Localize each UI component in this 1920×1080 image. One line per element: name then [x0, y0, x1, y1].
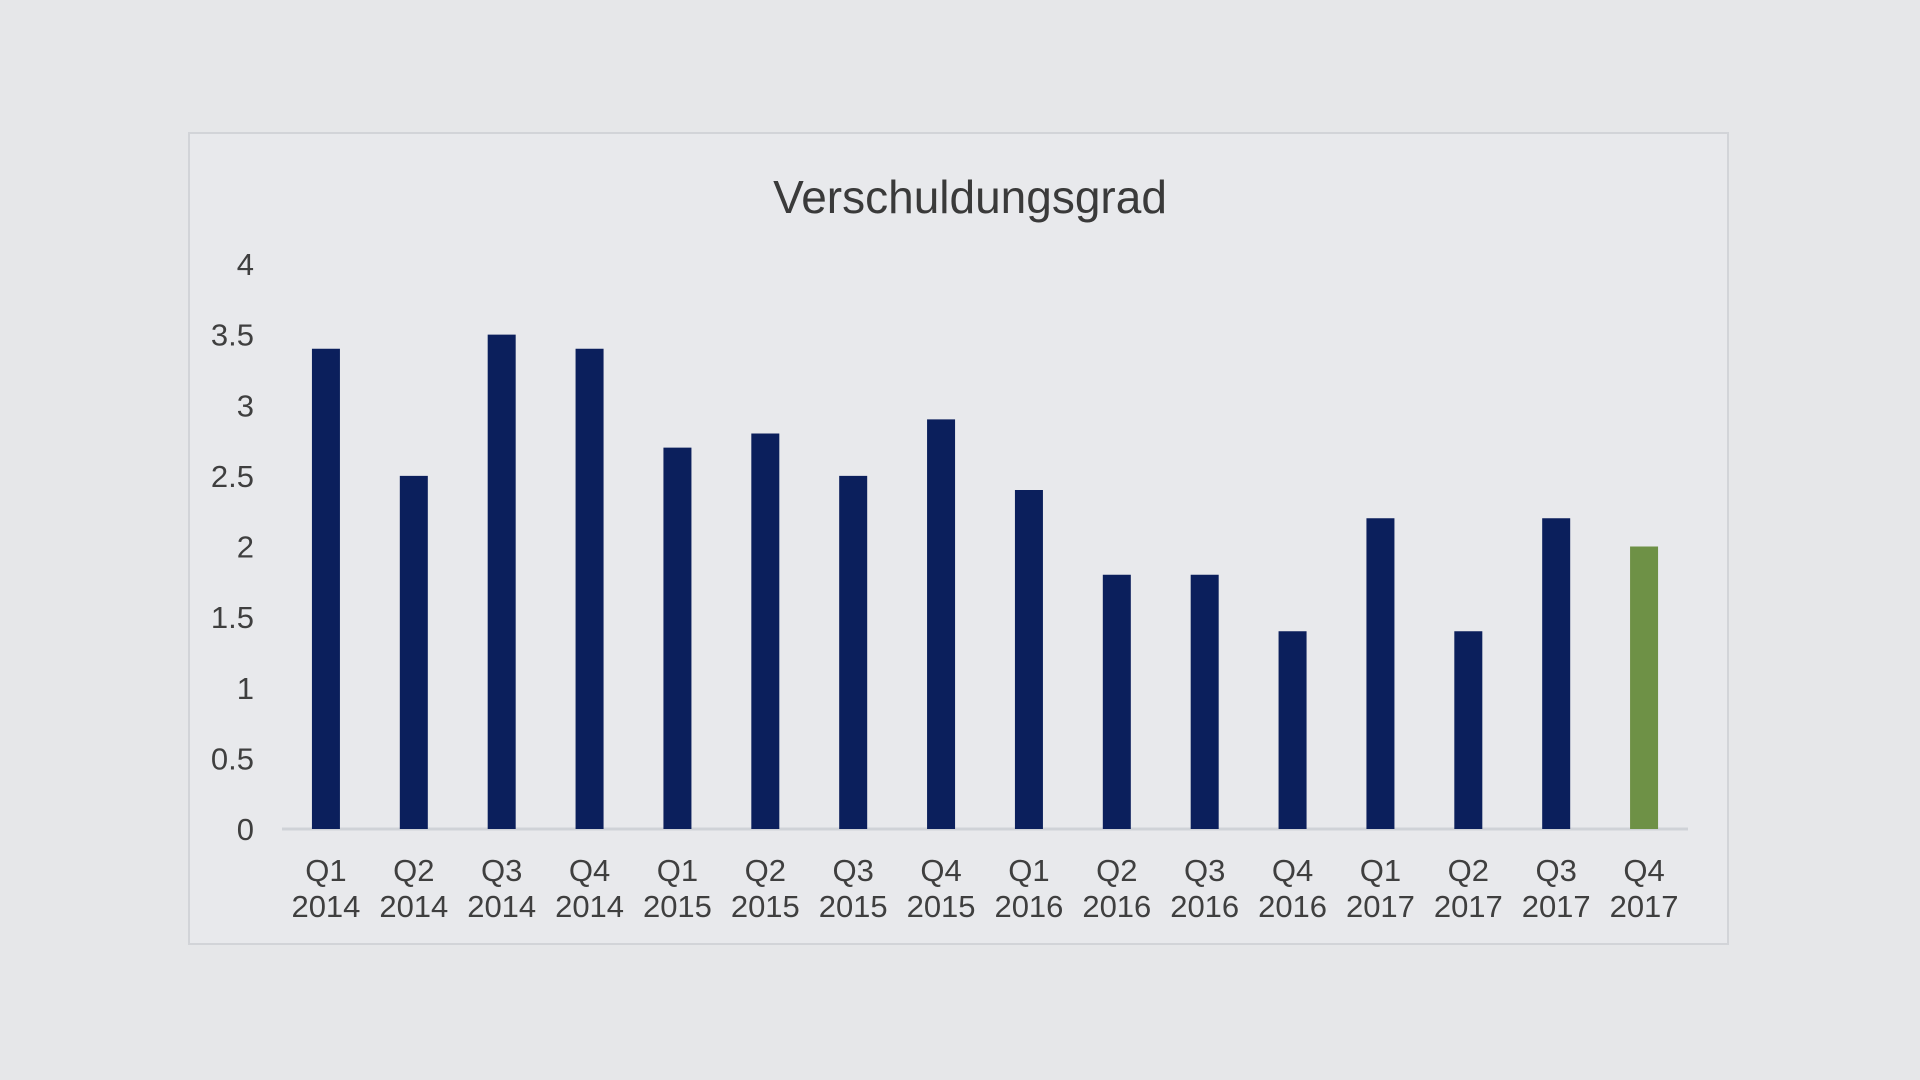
x-tick-quarter: Q2: [745, 853, 786, 888]
bar: [311, 348, 340, 829]
x-tick-quarter: Q4: [1623, 853, 1664, 888]
y-tick-label: 2: [237, 530, 254, 565]
bar: [487, 334, 516, 829]
y-tick-label: 0.5: [211, 741, 254, 776]
x-tick-year: 2017: [1610, 889, 1679, 924]
y-axis-ticks: 0 0.5 1 1.5 2 2.5 3 3.5 4: [211, 247, 254, 847]
x-tick-label: Q1 2015: [643, 853, 712, 924]
x-tick-year: 2014: [555, 889, 624, 924]
x-tick-quarter: Q1: [657, 853, 698, 888]
x-tick-label: Q3 2017: [1522, 853, 1591, 924]
bar: [839, 475, 868, 829]
x-tick-quarter: Q4: [1272, 853, 1313, 888]
x-tick-label: Q4 2014: [555, 853, 624, 924]
x-tick-year: 2017: [1522, 889, 1591, 924]
y-tick-label: 4: [237, 247, 254, 282]
bars: [311, 334, 1659, 829]
x-tick-quarter: Q4: [920, 853, 961, 888]
x-tick-label: Q2 2016: [1082, 853, 1151, 924]
x-tick-label: Q1 2014: [291, 853, 360, 924]
x-tick-quarter: Q2: [1096, 853, 1137, 888]
x-tick-label: Q4 2015: [907, 853, 976, 924]
y-tick-label: 1: [237, 671, 254, 706]
bar: [927, 419, 956, 829]
x-tick-label: Q1 2016: [994, 853, 1063, 924]
x-tick-label: Q2 2015: [731, 853, 800, 924]
bar: [1454, 631, 1483, 829]
x-tick-quarter: Q1: [1360, 853, 1401, 888]
bar: [663, 447, 692, 829]
bar: [751, 433, 780, 829]
x-tick-quarter: Q3: [1536, 853, 1577, 888]
x-tick-label: Q3 2016: [1170, 853, 1239, 924]
x-tick-label: Q1 2017: [1346, 853, 1415, 924]
x-tick-year: 2014: [379, 889, 448, 924]
x-tick-quarter: Q1: [1008, 853, 1049, 888]
x-tick-year: 2017: [1346, 889, 1415, 924]
x-tick-year: 2015: [819, 889, 888, 924]
x-tick-label: Q3 2015: [819, 853, 888, 924]
x-tick-quarter: Q1: [305, 853, 346, 888]
bar: [399, 475, 428, 829]
x-tick-year: 2014: [291, 889, 360, 924]
x-tick-year: 2015: [907, 889, 976, 924]
bar: [1366, 518, 1395, 829]
bar: [1542, 518, 1571, 829]
x-tick-quarter: Q2: [393, 853, 434, 888]
chart-title: Verschuldungsgrad: [773, 171, 1167, 223]
bar: [1278, 631, 1307, 829]
x-tick-year: 2014: [467, 889, 536, 924]
x-tick-year: 2016: [994, 889, 1063, 924]
x-tick-year: 2015: [643, 889, 712, 924]
x-tick-quarter: Q4: [569, 853, 610, 888]
x-tick-label: Q4 2017: [1610, 853, 1679, 924]
bar: [1014, 490, 1043, 829]
x-tick-label: Q2 2014: [379, 853, 448, 924]
bar: [1102, 574, 1131, 829]
x-tick-label: Q2 2017: [1434, 853, 1503, 924]
x-tick-year: 2015: [731, 889, 800, 924]
x-tick-quarter: Q3: [833, 853, 874, 888]
x-tick-year: 2016: [1258, 889, 1327, 924]
y-tick-label: 1.5: [211, 600, 254, 635]
bar: [575, 348, 604, 829]
y-tick-label: 0: [237, 812, 254, 847]
bar: [1630, 546, 1659, 829]
bar: [1190, 574, 1219, 829]
x-tick-label: Q3 2014: [467, 853, 536, 924]
x-tick-quarter: Q3: [481, 853, 522, 888]
x-tick-label: Q4 2016: [1258, 853, 1327, 924]
x-tick-year: 2016: [1082, 889, 1151, 924]
y-tick-label: 3.5: [211, 318, 254, 353]
x-tick-year: 2017: [1434, 889, 1503, 924]
y-tick-label: 2.5: [211, 459, 254, 494]
x-tick-quarter: Q3: [1184, 853, 1225, 888]
x-tick-quarter: Q2: [1448, 853, 1489, 888]
x-tick-year: 2016: [1170, 889, 1239, 924]
y-tick-label: 3: [237, 388, 254, 423]
